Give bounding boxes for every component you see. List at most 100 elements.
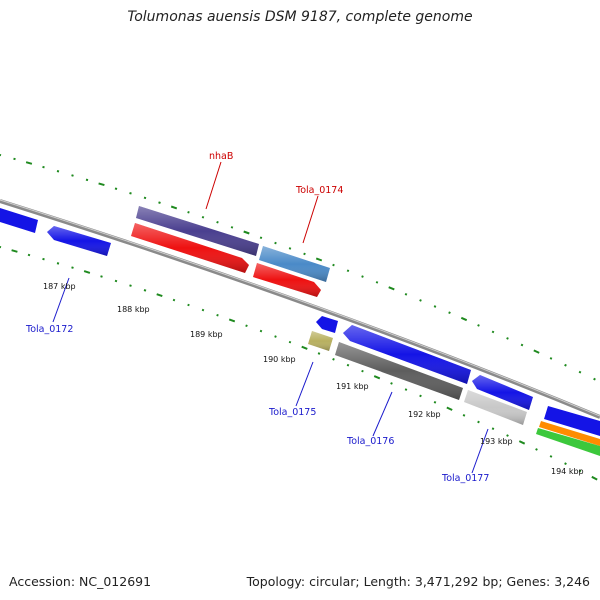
gene-Tola_0175[interactable] xyxy=(308,331,333,351)
accession-text: Accession: NC_012691 xyxy=(9,574,152,589)
tick-minor xyxy=(172,298,176,302)
tick-minor xyxy=(491,330,495,334)
tick-label-189: 189 kbp xyxy=(190,330,223,339)
tick-minor xyxy=(361,369,364,373)
tick-minor xyxy=(375,281,379,284)
gene-small-blue[interactable] xyxy=(316,316,338,333)
tick-minor xyxy=(390,382,393,385)
leader-Tola_0172 xyxy=(52,277,70,323)
tick-minor xyxy=(564,363,567,367)
tick-minor xyxy=(477,324,480,327)
tick-minor xyxy=(317,352,321,355)
tick-minor xyxy=(303,252,306,256)
gene-Tola_0177[interactable] xyxy=(464,390,527,425)
tick-major xyxy=(315,257,323,262)
tick-major xyxy=(518,440,526,445)
tick-minor xyxy=(129,284,132,287)
tick-major xyxy=(98,182,105,187)
tick-minor xyxy=(477,420,480,424)
gene-blue-mid[interactable] xyxy=(472,375,533,410)
tick-minor xyxy=(274,241,277,245)
tick-label-188: 188 kbp xyxy=(117,305,150,314)
gene-orange[interactable] xyxy=(539,421,600,446)
tick-minor xyxy=(42,257,45,261)
tick-minor xyxy=(288,247,292,250)
label-Tola_0177[interactable]: Tola_0177 xyxy=(441,473,489,484)
tick-minor xyxy=(27,253,31,257)
tick-minor xyxy=(143,196,147,200)
tick-minor xyxy=(578,370,582,374)
tick-major xyxy=(373,375,381,380)
tick-minor xyxy=(245,324,248,328)
tick-minor xyxy=(346,269,350,273)
tick-label-190: 190 kbp xyxy=(263,355,296,364)
gene-Tola_0174[interactable] xyxy=(259,246,330,282)
tick-minor xyxy=(42,165,45,169)
tick-minor xyxy=(419,394,422,398)
label-Tola_0175[interactable]: Tola_0175 xyxy=(268,407,316,418)
tick-label-191: 191 kbp xyxy=(336,382,369,391)
tick-minor xyxy=(346,363,350,367)
gene-red-1[interactable] xyxy=(131,223,249,273)
tick-minor xyxy=(129,192,132,195)
tick-minor xyxy=(187,303,190,307)
tick-minor xyxy=(158,201,161,204)
tick-major xyxy=(301,345,308,350)
tick-minor xyxy=(433,400,437,404)
tick-major xyxy=(156,293,163,298)
tick-minor xyxy=(404,388,408,391)
gene-green[interactable] xyxy=(536,428,600,456)
tick-minor xyxy=(0,245,2,249)
tick-minor xyxy=(491,427,495,431)
label-nhaB[interactable]: nhaB xyxy=(209,151,233,162)
tick-minor xyxy=(13,157,16,161)
tick-major xyxy=(388,286,395,291)
gene-Tola_0176[interactable] xyxy=(335,342,463,400)
tick-minor xyxy=(143,289,147,292)
tick-minor xyxy=(114,279,118,283)
gene-blue-long[interactable] xyxy=(343,325,471,384)
leader-Tola_0174 xyxy=(302,195,319,244)
tick-minor xyxy=(0,153,2,157)
tick-minor xyxy=(71,266,74,269)
tick-minor xyxy=(564,462,567,465)
label-Tola_0176[interactable]: Tola_0176 xyxy=(346,436,394,447)
tick-minor xyxy=(85,178,89,182)
tick-major xyxy=(533,349,540,354)
tick-minor xyxy=(419,299,422,302)
label-Tola_0172[interactable]: Tola_0172 xyxy=(25,324,73,335)
gene-blue-left-top[interactable] xyxy=(0,208,38,233)
tick-minor xyxy=(506,337,509,340)
gene-blue-right-top[interactable] xyxy=(544,406,600,436)
outer-tick-track xyxy=(0,153,596,381)
tick-label-187: 187 kbp xyxy=(43,282,76,291)
tick-minor xyxy=(535,448,538,451)
tick-minor xyxy=(462,414,466,417)
tick-major xyxy=(591,475,598,481)
tick-minor xyxy=(433,305,437,308)
tick-major xyxy=(228,318,236,323)
tick-minor xyxy=(56,262,60,265)
label-Tola_0174[interactable]: Tola_0174 xyxy=(295,185,343,196)
tick-label-192: 192 kbp xyxy=(408,410,441,419)
genome-backbone xyxy=(0,199,600,419)
gene-Tola_0172[interactable] xyxy=(47,226,111,256)
tick-major xyxy=(11,249,18,253)
leader-Tola_0177 xyxy=(471,428,489,474)
tick-minor xyxy=(332,263,335,267)
gene-red-2[interactable] xyxy=(253,263,321,297)
tick-minor xyxy=(100,275,103,278)
tick-minor xyxy=(332,357,335,361)
tick-major xyxy=(83,270,91,274)
gene-nhaB[interactable] xyxy=(136,206,259,256)
tick-minor xyxy=(274,335,277,338)
tick-minor xyxy=(259,236,263,240)
tick-minor xyxy=(216,220,219,224)
tick-minor xyxy=(549,357,553,360)
tick-minor xyxy=(404,292,408,296)
tick-major xyxy=(446,406,453,411)
tick-minor xyxy=(448,311,451,315)
map-title: Tolumonas auensis DSM 9187, complete gen… xyxy=(127,9,473,25)
tick-minor xyxy=(187,211,190,214)
